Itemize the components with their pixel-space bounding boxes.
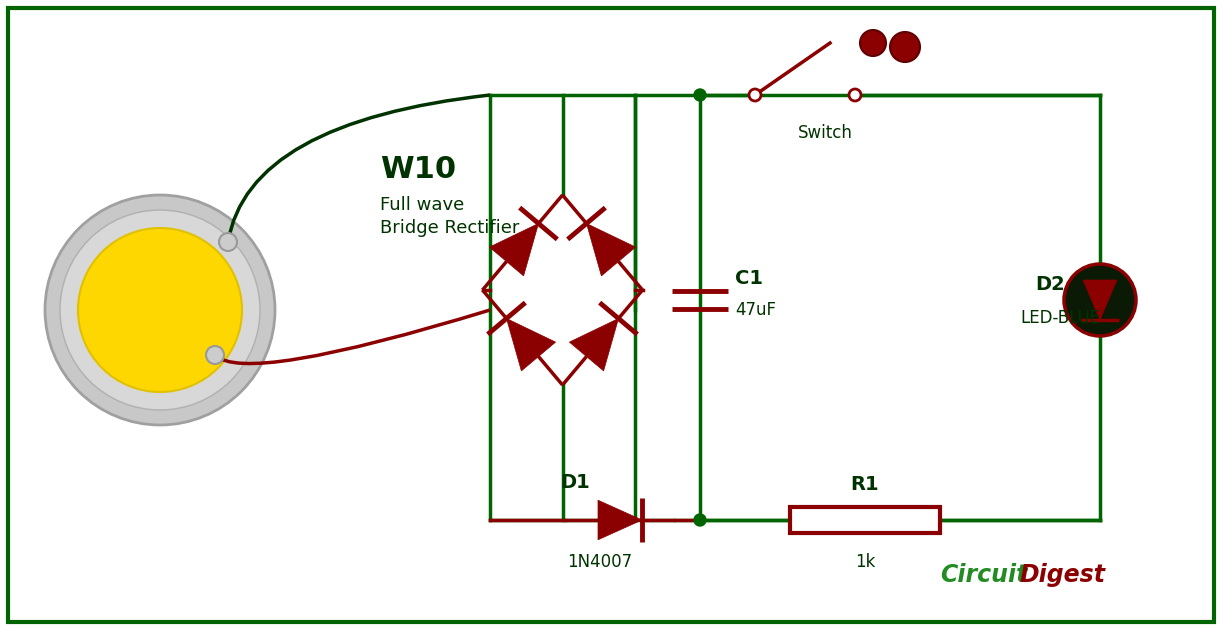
Text: W10: W10	[380, 156, 456, 185]
Text: Full wave: Full wave	[380, 196, 464, 214]
Text: D2: D2	[1035, 275, 1064, 294]
Polygon shape	[1083, 280, 1117, 320]
Circle shape	[890, 32, 920, 62]
Text: D1: D1	[560, 472, 590, 491]
Text: R1: R1	[851, 476, 880, 495]
Circle shape	[207, 346, 224, 364]
Polygon shape	[598, 500, 642, 540]
Polygon shape	[506, 319, 556, 371]
Text: 1k: 1k	[855, 553, 875, 571]
Polygon shape	[587, 224, 635, 276]
Polygon shape	[489, 224, 539, 276]
Text: Circuit: Circuit	[940, 563, 1028, 587]
Circle shape	[694, 89, 706, 101]
Circle shape	[45, 195, 275, 425]
Circle shape	[219, 233, 237, 251]
Circle shape	[694, 514, 706, 526]
Text: LED-BLUE: LED-BLUE	[1020, 309, 1100, 327]
Text: Switch: Switch	[798, 124, 853, 142]
Circle shape	[860, 30, 886, 56]
Text: C1: C1	[734, 268, 763, 287]
Circle shape	[849, 89, 862, 101]
Text: Digest: Digest	[1020, 563, 1106, 587]
Circle shape	[1064, 264, 1136, 336]
Text: 47uF: 47uF	[734, 301, 776, 319]
Circle shape	[78, 228, 242, 392]
Polygon shape	[569, 319, 618, 371]
Text: Bridge Rectifier: Bridge Rectifier	[380, 219, 519, 237]
Circle shape	[749, 89, 761, 101]
Circle shape	[60, 210, 260, 410]
FancyBboxPatch shape	[789, 507, 940, 533]
Text: 1N4007: 1N4007	[567, 553, 633, 571]
